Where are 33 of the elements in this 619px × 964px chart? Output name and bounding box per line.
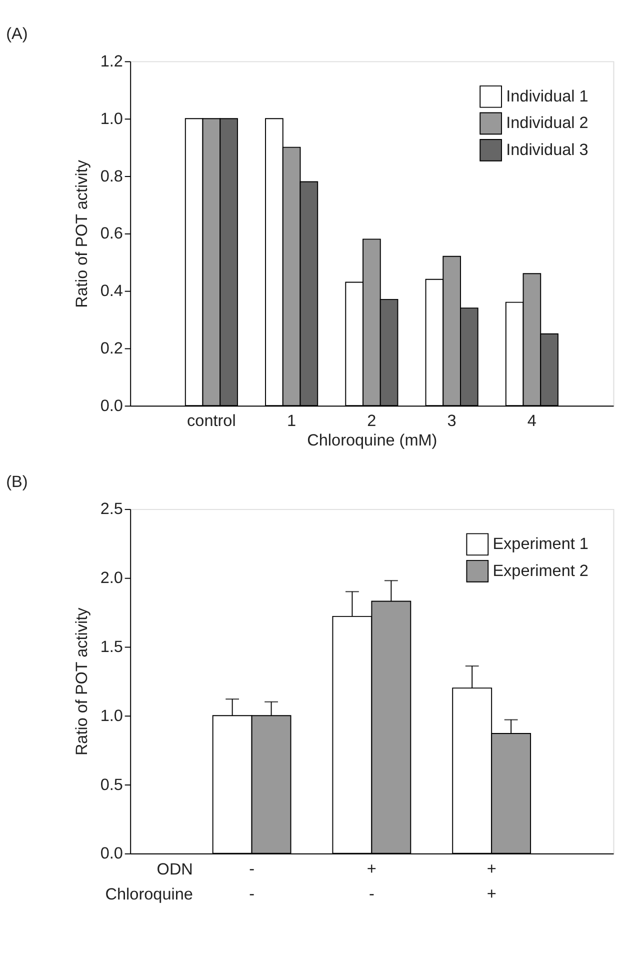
y-tick-label: 0.0 xyxy=(100,844,123,863)
x-tick-label: 4 xyxy=(527,412,536,430)
y-tick-label: 2.0 xyxy=(100,569,123,588)
x-tick-label: + - xyxy=(366,860,376,903)
y-tick-label: 0.4 xyxy=(100,282,123,300)
x-axis-title: Chloroquine (mM) xyxy=(307,431,438,450)
y-tick-label: 0.6 xyxy=(100,224,123,243)
y-axis-title: Ratio of POT activity xyxy=(72,159,91,308)
legend-label: Individual 1 xyxy=(506,87,588,106)
text: ODN xyxy=(156,860,193,878)
legend-label: Experiment 1 xyxy=(492,535,588,554)
y-tick-label: 2.5 xyxy=(100,500,123,518)
legend-label: Individual 2 xyxy=(506,114,588,132)
x-tick-label: control xyxy=(187,412,236,430)
y-tick-label: 0.2 xyxy=(100,340,123,358)
y-tick-label: 0.8 xyxy=(100,167,123,186)
chart-title: (B) xyxy=(6,472,28,491)
y-tick-label: 1.0 xyxy=(100,110,123,128)
y-axis-title: Ratio of POT activity xyxy=(72,606,91,756)
x-tick-label: 2 xyxy=(367,412,376,430)
x-tick-label: + + xyxy=(486,860,496,903)
legend-label: Experiment 2 xyxy=(492,562,588,580)
y-tick-label: 0.5 xyxy=(100,776,123,794)
y-tick-label: 1.0 xyxy=(100,706,123,725)
x-tick-label: 3 xyxy=(447,412,456,430)
legend-label: Individual 3 xyxy=(506,140,588,159)
y-tick-label: 1.2 xyxy=(100,52,123,70)
text: Chloroquine xyxy=(105,885,193,904)
y-tick-label: 0.0 xyxy=(100,396,123,415)
chart-title: (A) xyxy=(6,25,28,44)
x-tick-label: 1 xyxy=(287,412,296,430)
x-tick-label: - - xyxy=(249,860,255,903)
y-tick-label: 1.5 xyxy=(100,638,123,656)
